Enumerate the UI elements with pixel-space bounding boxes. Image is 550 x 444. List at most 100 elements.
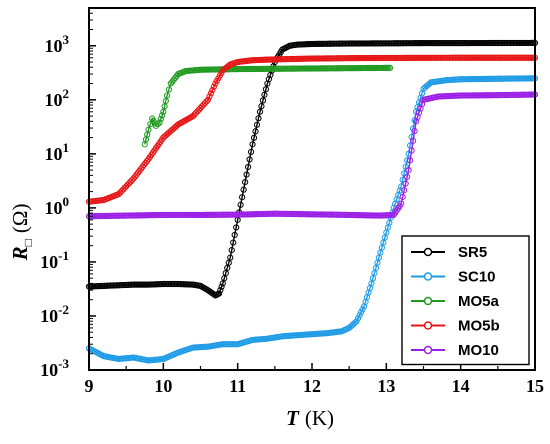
data-point xyxy=(398,183,405,190)
x-axis-unit: (K) xyxy=(305,406,334,430)
data-point xyxy=(246,156,253,163)
data-point xyxy=(255,115,262,122)
series-mo5b xyxy=(85,54,539,205)
y-tick-base: 10 xyxy=(40,306,58,326)
x-axis-symbol: T xyxy=(286,406,300,430)
legend-marker xyxy=(423,345,433,355)
data-point xyxy=(386,64,394,71)
y-axis-label: R□ (Ω) xyxy=(8,204,35,262)
y-tick-exponent: -2 xyxy=(58,302,69,317)
legend-label: MO10 xyxy=(458,342,499,359)
data-point xyxy=(353,318,360,325)
data-point xyxy=(207,90,215,97)
x-axis-label: T (K) xyxy=(286,406,334,430)
y-tick-label: 100 xyxy=(45,194,70,218)
data-point xyxy=(156,119,163,126)
data-point xyxy=(231,231,238,239)
data-point xyxy=(209,86,216,94)
data-point xyxy=(204,96,212,103)
data-point xyxy=(210,83,217,90)
x-tick-label: 11 xyxy=(229,376,246,396)
data-point xyxy=(357,309,365,316)
y-tick-exponent: 2 xyxy=(63,86,70,101)
data-point xyxy=(250,134,258,141)
legend-label: MO5a xyxy=(458,293,500,310)
y-tick-base: 10 xyxy=(45,36,63,56)
y-tick-label: 10-3 xyxy=(40,356,69,380)
data-point xyxy=(145,126,152,133)
data-point xyxy=(215,290,223,297)
y-tick-exponent: 0 xyxy=(63,194,70,209)
data-point xyxy=(247,148,255,155)
data-point xyxy=(407,157,414,164)
data-point xyxy=(411,127,418,135)
y-tick-label: 10-1 xyxy=(40,248,69,272)
x-tick-label: 10 xyxy=(154,376,172,396)
y-axis-symbol: R xyxy=(8,246,32,261)
legend-label: SR5 xyxy=(458,244,487,261)
data-point xyxy=(258,103,265,110)
legend-marker xyxy=(423,247,433,257)
y-tick-label: 10-2 xyxy=(40,302,69,326)
data-point xyxy=(233,224,240,231)
y-tick-exponent: -3 xyxy=(58,356,69,371)
data-point xyxy=(409,137,417,144)
data-point xyxy=(240,186,247,193)
data-point xyxy=(203,98,210,105)
y-tick-base: 10 xyxy=(45,90,63,110)
data-point xyxy=(252,128,259,135)
data-point xyxy=(228,246,235,254)
data-point xyxy=(244,163,252,171)
data-point xyxy=(242,179,249,186)
y-tick-exponent: 3 xyxy=(63,32,70,47)
y-axis-unit: (Ω) xyxy=(8,204,32,234)
x-tick-label: 15 xyxy=(526,376,544,396)
data-point xyxy=(399,176,406,183)
data-point xyxy=(230,239,237,246)
x-tick-label: 14 xyxy=(452,376,470,396)
x-tick-label: 13 xyxy=(377,376,395,396)
data-point xyxy=(404,173,411,180)
data-point xyxy=(129,176,136,184)
y-axis-subscript: □ xyxy=(21,239,35,246)
data-point xyxy=(256,108,264,115)
y-tick-base: 10 xyxy=(40,360,58,380)
data-point xyxy=(243,171,250,178)
data-point xyxy=(237,201,244,208)
legend-label: SC10 xyxy=(458,269,496,286)
data-point xyxy=(165,86,173,93)
data-point xyxy=(356,312,363,319)
legend-marker xyxy=(423,272,433,281)
data-point xyxy=(399,193,406,201)
data-point xyxy=(152,122,159,129)
data-point xyxy=(259,97,267,104)
data-point xyxy=(262,86,270,93)
series-mo5a xyxy=(141,64,394,148)
data-point xyxy=(408,147,415,154)
data-point xyxy=(359,306,366,313)
data-point xyxy=(352,319,359,326)
data-point xyxy=(154,121,161,128)
y-tick-label: 102 xyxy=(45,86,70,110)
data-point xyxy=(157,115,164,123)
x-tick-label: 12 xyxy=(303,376,321,396)
data-point xyxy=(163,92,171,99)
data-point xyxy=(158,112,166,119)
legend-marker xyxy=(423,321,433,330)
y-tick-base: 10 xyxy=(45,144,63,164)
legend-marker xyxy=(423,296,433,306)
data-point xyxy=(227,254,234,261)
y-tick-label: 101 xyxy=(45,140,70,164)
y-tick-exponent: 1 xyxy=(63,140,70,155)
data-point xyxy=(147,121,154,128)
y-tick-label: 103 xyxy=(45,32,70,56)
data-point xyxy=(253,121,261,128)
data-point xyxy=(354,315,362,322)
data-point xyxy=(402,180,409,187)
series-line xyxy=(88,93,536,217)
data-point xyxy=(206,93,213,100)
data-point xyxy=(261,91,268,98)
